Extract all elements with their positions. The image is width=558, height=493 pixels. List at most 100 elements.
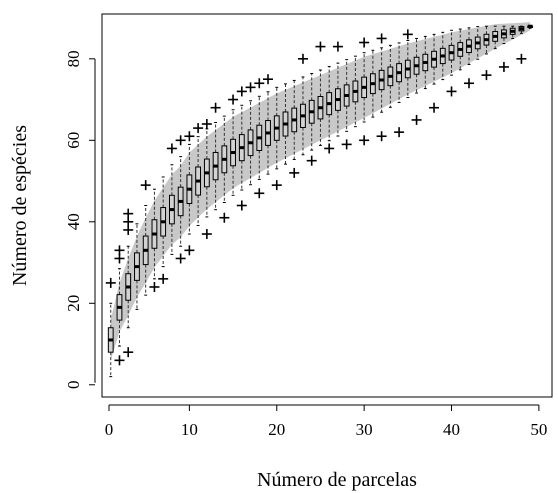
outlier-upper-15 (245, 82, 256, 93)
box-36 (413, 56, 420, 75)
box-34 (396, 63, 402, 83)
whisker-18 (257, 95, 261, 180)
box-11 (195, 166, 202, 196)
whisker-8 (170, 164, 174, 255)
box-10 (186, 174, 193, 204)
box-48 (518, 26, 525, 32)
outlier-lower-16 (376, 131, 387, 142)
y-tick-label-0: 0 (64, 381, 83, 390)
box-44 (483, 33, 490, 46)
whisker-39 (441, 31, 445, 81)
outlier-upper-7 (166, 143, 177, 154)
box-29 (352, 80, 359, 103)
x-axis: 0 10 20 30 40 50 (105, 404, 547, 439)
box-40 (448, 44, 455, 61)
whisker-40 (450, 29, 453, 76)
whisker-44 (485, 25, 488, 55)
outlier-lower-2 (149, 281, 160, 292)
outlier-upper-0 (105, 277, 116, 288)
box-28 (343, 84, 350, 107)
outliers (105, 29, 527, 366)
y-axis-label: Número de espécies (9, 125, 31, 286)
box-16 (238, 134, 245, 162)
whisker-4 (135, 223, 139, 310)
box-41 (457, 42, 464, 57)
whisker-20 (275, 86, 279, 170)
box-46 (501, 29, 507, 39)
box-43 (474, 36, 481, 50)
outlier-upper-17 (263, 74, 274, 85)
x-axis-label: Número de parcelas (257, 469, 417, 491)
box-13 (212, 151, 219, 181)
x-tick-label-20: 20 (268, 420, 285, 439)
whisker-41 (458, 28, 462, 71)
outlier-lower-23 (498, 61, 509, 72)
outlier-upper-9 (184, 131, 195, 142)
whisker-22 (292, 79, 296, 160)
box-32 (378, 69, 385, 91)
outlier-lower-19 (429, 102, 440, 113)
whisker-34 (397, 42, 401, 103)
box-23 (300, 103, 306, 128)
whisker-45 (493, 25, 497, 50)
outlier-upper-21 (359, 37, 370, 48)
whisker-16 (240, 104, 244, 191)
whisker-11 (196, 136, 200, 226)
x-tick-label-40: 40 (443, 420, 460, 439)
whisker-42 (467, 27, 471, 66)
box-19 (265, 120, 271, 146)
box-1 (107, 327, 114, 353)
whisker-25 (319, 69, 322, 146)
plot-frame (101, 13, 553, 398)
box-22 (291, 107, 298, 133)
outlier-upper-10 (193, 123, 204, 134)
box-6 (151, 219, 158, 249)
whisker-32 (380, 47, 384, 113)
whisker-15 (231, 109, 235, 196)
outlier-upper-2 (114, 245, 125, 256)
outlier-lower-15 (359, 135, 370, 146)
y-tick-label-80: 80 (64, 50, 83, 67)
whisker-9 (179, 156, 183, 247)
outlier-lower-17 (394, 127, 405, 138)
box-15 (230, 138, 236, 167)
whisker-30 (362, 52, 366, 123)
outlier-lower-24 (516, 53, 527, 64)
whisker-21 (284, 83, 287, 165)
confidence-band-area (110, 22, 531, 361)
outlier-lower-13 (324, 143, 335, 154)
whisker-24 (310, 72, 314, 151)
outlier-upper-12 (210, 102, 221, 113)
outlier-upper-20 (332, 41, 343, 52)
outlier-upper-22 (376, 33, 387, 44)
box-3 (125, 273, 132, 301)
whisker-46 (502, 25, 506, 45)
outlier-upper-19 (315, 41, 326, 52)
whisker-5 (144, 205, 148, 296)
outlier-lower-1 (123, 347, 134, 358)
outlier-upper-23 (402, 29, 413, 40)
whiskers (109, 25, 532, 378)
box-39 (439, 47, 446, 65)
box-33 (387, 66, 394, 87)
outlier-lower-7 (219, 212, 230, 223)
y-axis: 0 20 40 60 80 (64, 50, 96, 390)
box-18 (256, 124, 263, 151)
outlier-lower-8 (236, 200, 247, 211)
whisker-13 (214, 122, 218, 211)
box-17 (247, 129, 254, 157)
outlier-lower-4 (175, 253, 186, 264)
outlier-upper-16 (254, 78, 265, 89)
whisker-28 (345, 59, 349, 132)
box-4 (134, 252, 140, 281)
box-49 (527, 24, 534, 28)
box-25 (317, 96, 324, 120)
outlier-lower-0 (114, 355, 125, 366)
outlier-lower-10 (271, 180, 282, 191)
x-tick-label-50: 50 (530, 420, 547, 439)
x-tick-label-0: 0 (105, 420, 114, 439)
whisker-27 (336, 62, 340, 137)
box-2 (116, 294, 123, 321)
whisker-2 (118, 268, 121, 347)
